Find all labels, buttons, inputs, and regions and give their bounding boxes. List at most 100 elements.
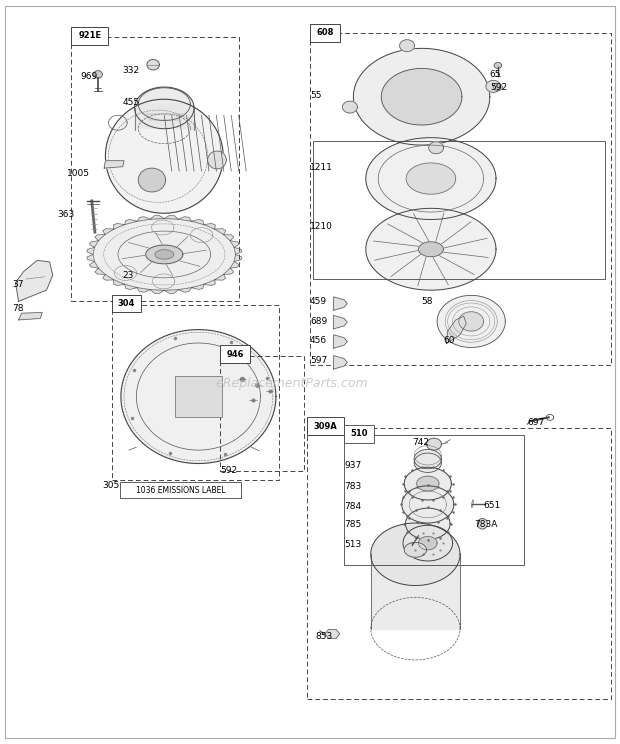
Polygon shape bbox=[178, 217, 192, 221]
Polygon shape bbox=[94, 71, 102, 78]
Polygon shape bbox=[215, 275, 226, 280]
Text: 597: 597 bbox=[310, 356, 327, 365]
Polygon shape bbox=[446, 316, 466, 344]
Text: 455: 455 bbox=[123, 98, 140, 107]
Polygon shape bbox=[192, 284, 204, 289]
Polygon shape bbox=[121, 330, 276, 464]
Text: eReplacementParts.com: eReplacementParts.com bbox=[215, 376, 368, 390]
Polygon shape bbox=[103, 228, 114, 234]
Polygon shape bbox=[89, 241, 99, 248]
Polygon shape bbox=[366, 208, 496, 290]
Polygon shape bbox=[334, 297, 347, 310]
Text: 60: 60 bbox=[443, 336, 455, 344]
Polygon shape bbox=[113, 223, 125, 229]
Polygon shape bbox=[406, 163, 456, 194]
Polygon shape bbox=[366, 138, 496, 219]
Polygon shape bbox=[93, 219, 236, 290]
Text: 608: 608 bbox=[316, 28, 334, 37]
Polygon shape bbox=[204, 223, 215, 229]
Text: 783A: 783A bbox=[474, 520, 498, 529]
Text: 853: 853 bbox=[315, 632, 332, 641]
Polygon shape bbox=[486, 80, 501, 92]
Text: 969: 969 bbox=[81, 72, 98, 81]
Text: 946: 946 bbox=[226, 350, 244, 359]
Text: 459: 459 bbox=[310, 297, 327, 306]
Polygon shape bbox=[418, 242, 443, 257]
Text: 23: 23 bbox=[123, 271, 134, 280]
Bar bbox=[71, 37, 239, 301]
Polygon shape bbox=[146, 245, 183, 264]
Polygon shape bbox=[353, 48, 490, 145]
Text: 58: 58 bbox=[422, 297, 433, 306]
Polygon shape bbox=[151, 289, 164, 293]
Polygon shape bbox=[125, 284, 137, 289]
Polygon shape bbox=[164, 216, 178, 219]
Polygon shape bbox=[147, 60, 159, 70]
Text: 785: 785 bbox=[344, 520, 361, 529]
Text: 363: 363 bbox=[58, 210, 75, 219]
Bar bbox=[310, 24, 340, 42]
Polygon shape bbox=[234, 248, 242, 254]
Polygon shape bbox=[402, 486, 454, 523]
Polygon shape bbox=[404, 542, 427, 557]
Bar bbox=[344, 435, 524, 565]
Bar bbox=[112, 295, 141, 312]
Text: 1211: 1211 bbox=[310, 163, 333, 172]
Polygon shape bbox=[204, 280, 215, 286]
Text: 689: 689 bbox=[310, 317, 327, 326]
Polygon shape bbox=[325, 629, 340, 638]
Polygon shape bbox=[230, 261, 239, 268]
Polygon shape bbox=[427, 438, 441, 450]
Text: 697: 697 bbox=[527, 418, 544, 427]
Text: 1005: 1005 bbox=[67, 169, 90, 178]
Polygon shape bbox=[494, 62, 502, 68]
Polygon shape bbox=[103, 275, 114, 280]
Polygon shape bbox=[208, 151, 226, 169]
Text: 456: 456 bbox=[310, 336, 327, 344]
Text: 651: 651 bbox=[484, 501, 501, 510]
Text: 742: 742 bbox=[412, 438, 429, 447]
Text: 513: 513 bbox=[344, 540, 361, 549]
Polygon shape bbox=[224, 234, 234, 241]
Polygon shape bbox=[334, 315, 347, 329]
Polygon shape bbox=[381, 68, 462, 125]
Polygon shape bbox=[215, 228, 226, 234]
Polygon shape bbox=[87, 248, 94, 254]
Text: 592: 592 bbox=[220, 466, 237, 475]
Polygon shape bbox=[105, 99, 223, 214]
Bar bbox=[307, 417, 344, 435]
Polygon shape bbox=[400, 39, 415, 51]
Polygon shape bbox=[403, 525, 453, 561]
Text: 510: 510 bbox=[350, 429, 368, 438]
Polygon shape bbox=[404, 467, 451, 500]
Text: 309A: 309A bbox=[314, 422, 337, 431]
Polygon shape bbox=[230, 241, 239, 248]
Text: 65: 65 bbox=[490, 70, 502, 79]
Text: 783: 783 bbox=[344, 482, 361, 491]
Polygon shape bbox=[16, 260, 53, 301]
Polygon shape bbox=[414, 453, 441, 472]
Polygon shape bbox=[477, 519, 487, 529]
Polygon shape bbox=[137, 288, 151, 292]
Polygon shape bbox=[135, 87, 194, 129]
Polygon shape bbox=[334, 356, 347, 369]
Bar bbox=[344, 425, 374, 443]
Text: 304: 304 bbox=[118, 299, 135, 308]
Bar bbox=[175, 376, 222, 417]
Text: 37: 37 bbox=[12, 280, 24, 289]
Polygon shape bbox=[417, 476, 439, 491]
Text: 78: 78 bbox=[12, 304, 24, 313]
Polygon shape bbox=[89, 261, 99, 268]
Bar bbox=[307, 428, 611, 699]
Polygon shape bbox=[19, 312, 42, 320]
Text: 784: 784 bbox=[344, 502, 361, 511]
Polygon shape bbox=[192, 219, 204, 225]
Polygon shape bbox=[151, 216, 164, 219]
Polygon shape bbox=[104, 161, 124, 168]
Polygon shape bbox=[135, 104, 194, 130]
Text: 55: 55 bbox=[310, 91, 322, 100]
Polygon shape bbox=[138, 168, 166, 192]
Text: 937: 937 bbox=[344, 461, 361, 469]
Polygon shape bbox=[95, 268, 105, 275]
Polygon shape bbox=[418, 536, 437, 550]
